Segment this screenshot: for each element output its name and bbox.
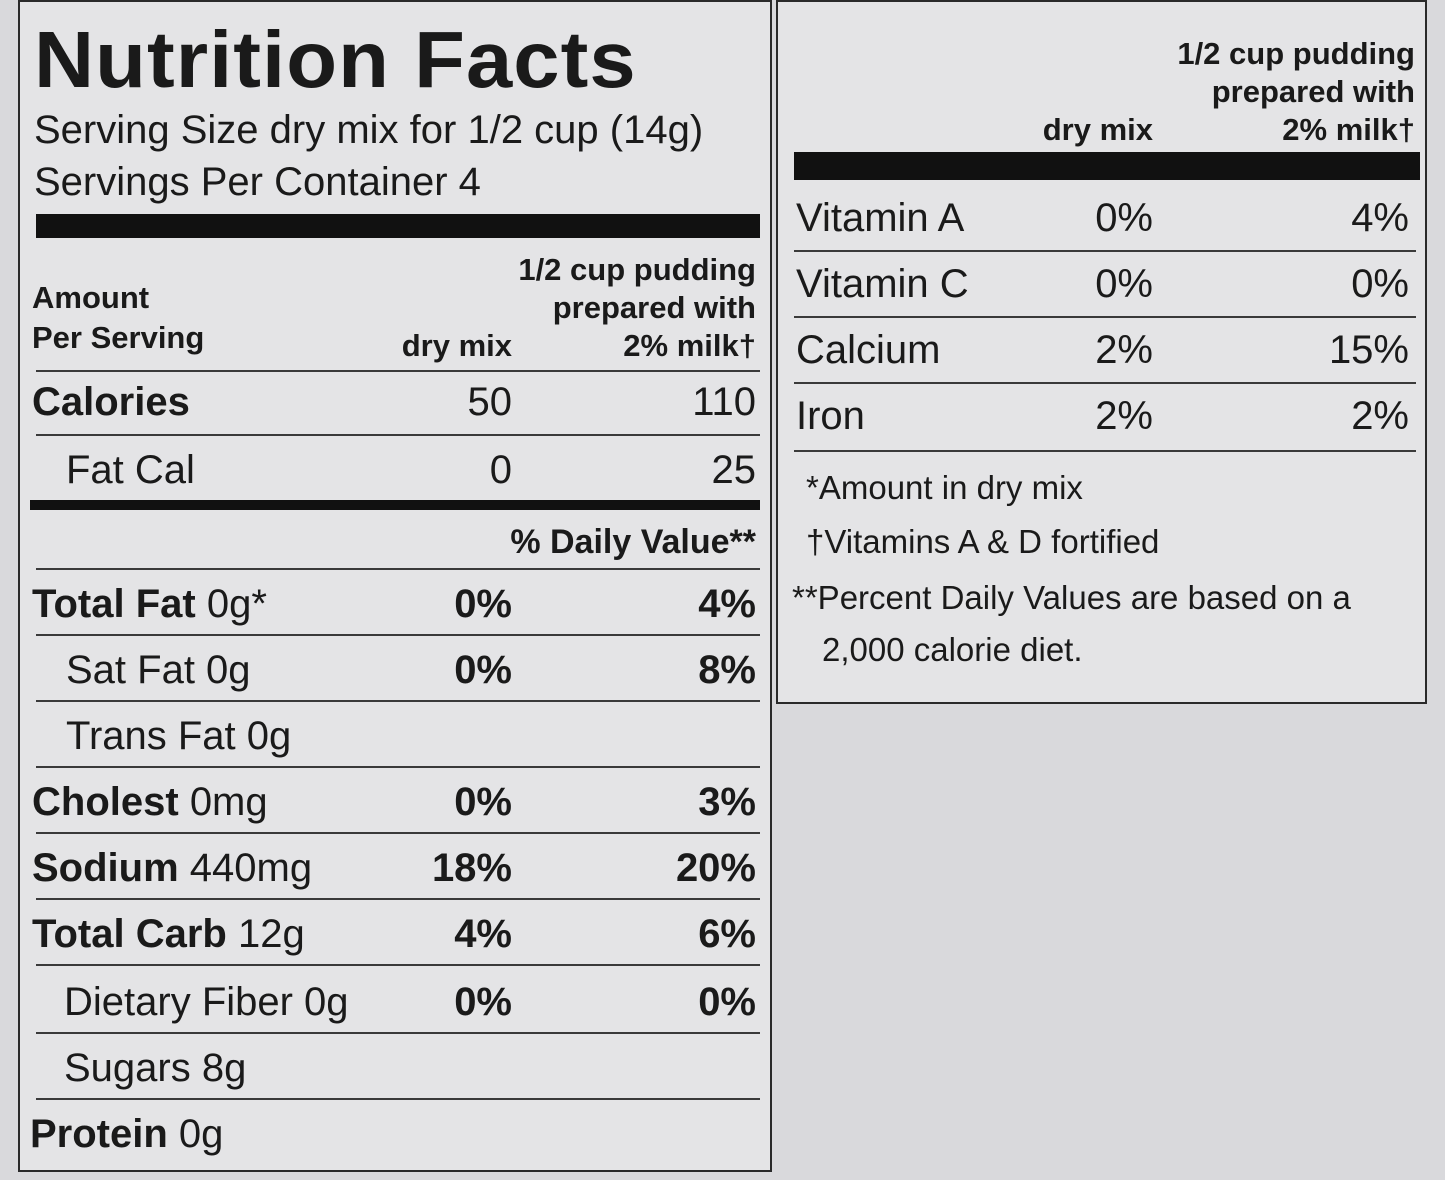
divider xyxy=(36,1098,760,1100)
nutrient-amount: 440mg xyxy=(189,846,313,890)
thick-divider xyxy=(36,214,760,238)
nutrient-prepared-dv: 4% xyxy=(698,582,756,626)
vitamin-name: Vitamin A xyxy=(796,196,965,240)
divider xyxy=(794,316,1416,318)
divider xyxy=(36,700,760,702)
vitamin-name: Calcium xyxy=(796,328,941,372)
nutrient-name: Sat Fat 0g xyxy=(66,648,251,692)
amount-header-line1: Amount xyxy=(32,280,150,315)
nutrition-facts-panel: Nutrition Facts Serving Size dry mix for… xyxy=(18,0,772,1172)
nutrient-amount: 0mg xyxy=(189,780,268,824)
nutrient-name: Protein xyxy=(30,1112,168,1156)
divider xyxy=(36,898,760,900)
fat-cal-label: Fat Cal xyxy=(66,448,195,492)
prepared-header-line1: 1/2 cup pudding xyxy=(1177,36,1415,71)
fat-cal-prepared: 25 xyxy=(711,448,757,492)
vitamin-dry: 2% xyxy=(1095,328,1153,372)
calories-dry: 50 xyxy=(467,380,513,424)
serving-size: Serving Size dry mix for 1/2 cup (14g) xyxy=(34,108,704,152)
divider xyxy=(36,370,760,372)
vitamin-prepared: 0% xyxy=(1351,262,1409,306)
nutrient-name: Trans Fat 0g xyxy=(66,714,292,758)
footnote-daily-values-line1: **Percent Daily Values are based on a xyxy=(792,579,1351,616)
divider xyxy=(36,832,760,834)
nutrient-prepared-dv: 0% xyxy=(698,980,756,1024)
footnote-dry-mix: *Amount in dry mix xyxy=(806,469,1083,506)
nutrient-amount: 0g xyxy=(178,1112,224,1156)
nutrient-prepared-dv: 8% xyxy=(698,648,756,692)
prepared-header-line2: prepared with xyxy=(1211,74,1415,109)
nutrient-row: Cholest 0mg xyxy=(32,778,268,826)
dry-mix-header: dry mix xyxy=(401,328,512,363)
nutrient-prepared-dv: 3% xyxy=(698,780,756,824)
nutrient-amount: 0g* xyxy=(206,582,267,626)
prepared-header-line1: 1/2 cup pudding xyxy=(518,252,756,287)
nutrient-name: Sodium xyxy=(32,846,179,890)
vitamin-prepared: 4% xyxy=(1351,196,1409,240)
vitamin-dry: 2% xyxy=(1095,394,1153,438)
amount-header-line2: Per Serving xyxy=(32,320,205,355)
vitamin-dry: 0% xyxy=(1095,262,1153,306)
divider xyxy=(36,634,760,636)
nutrient-name: Total Carb xyxy=(32,912,227,956)
vitamin-name: Vitamin C xyxy=(796,262,969,306)
nutrient-dry-dv: 4% xyxy=(454,912,512,956)
prepared-header-line3: 2% milk† xyxy=(623,328,756,363)
calories-label: Calories xyxy=(32,380,190,424)
medium-divider xyxy=(30,500,760,510)
thick-divider xyxy=(794,152,1420,180)
dry-mix-header: dry mix xyxy=(1042,112,1153,147)
servings-per-container: Servings Per Container 4 xyxy=(34,160,481,204)
nutrient-dry-dv: 0% xyxy=(454,980,512,1024)
footnote-fortified: †Vitamins A & D fortified xyxy=(806,523,1160,560)
label-title: Nutrition Facts xyxy=(34,15,637,104)
vitamin-name: Iron xyxy=(796,394,865,438)
daily-value-header: % Daily Value** xyxy=(510,523,756,561)
nutrient-row: Total Carb 12g xyxy=(32,910,305,958)
divider xyxy=(794,450,1416,452)
footnote-daily-values-line2: 2,000 calorie diet. xyxy=(822,631,1083,668)
nutrient-row: Total Fat 0g* xyxy=(32,580,267,628)
nutrient-name: Total Fat xyxy=(32,582,196,626)
nutrient-dry-dv: 0% xyxy=(454,582,512,626)
vitamin-prepared: 2% xyxy=(1351,394,1409,438)
nutrient-name: Sugars 8g xyxy=(64,1046,247,1090)
nutrient-name: Dietary Fiber 0g xyxy=(64,980,349,1024)
divider xyxy=(36,1032,760,1034)
divider xyxy=(36,766,760,768)
nutrient-amount: 12g xyxy=(237,912,305,956)
prepared-header-line3: 2% milk† xyxy=(1282,112,1415,147)
divider xyxy=(794,250,1416,252)
nutrient-name: Cholest xyxy=(32,780,179,824)
divider xyxy=(36,434,760,436)
nutrient-dry-dv: 0% xyxy=(454,648,512,692)
divider xyxy=(36,568,760,570)
nutrient-row: Protein 0g xyxy=(30,1110,223,1158)
vitamins-panel: 1/2 cup pudding prepared with 2% milk† d… xyxy=(776,0,1427,704)
nutrient-dry-dv: 18% xyxy=(431,846,512,890)
prepared-header-line2: prepared with xyxy=(552,290,756,325)
nutrient-dry-dv: 0% xyxy=(454,780,512,824)
nutrient-prepared-dv: 20% xyxy=(675,846,756,890)
nutrient-row: Sodium 440mg xyxy=(32,844,312,892)
fat-cal-dry: 0 xyxy=(489,448,512,492)
calories-prepared: 110 xyxy=(692,380,756,424)
divider xyxy=(36,964,760,966)
vitamin-dry: 0% xyxy=(1095,196,1153,240)
nutrient-prepared-dv: 6% xyxy=(698,912,756,956)
vitamin-prepared: 15% xyxy=(1328,328,1409,372)
divider xyxy=(794,382,1416,384)
